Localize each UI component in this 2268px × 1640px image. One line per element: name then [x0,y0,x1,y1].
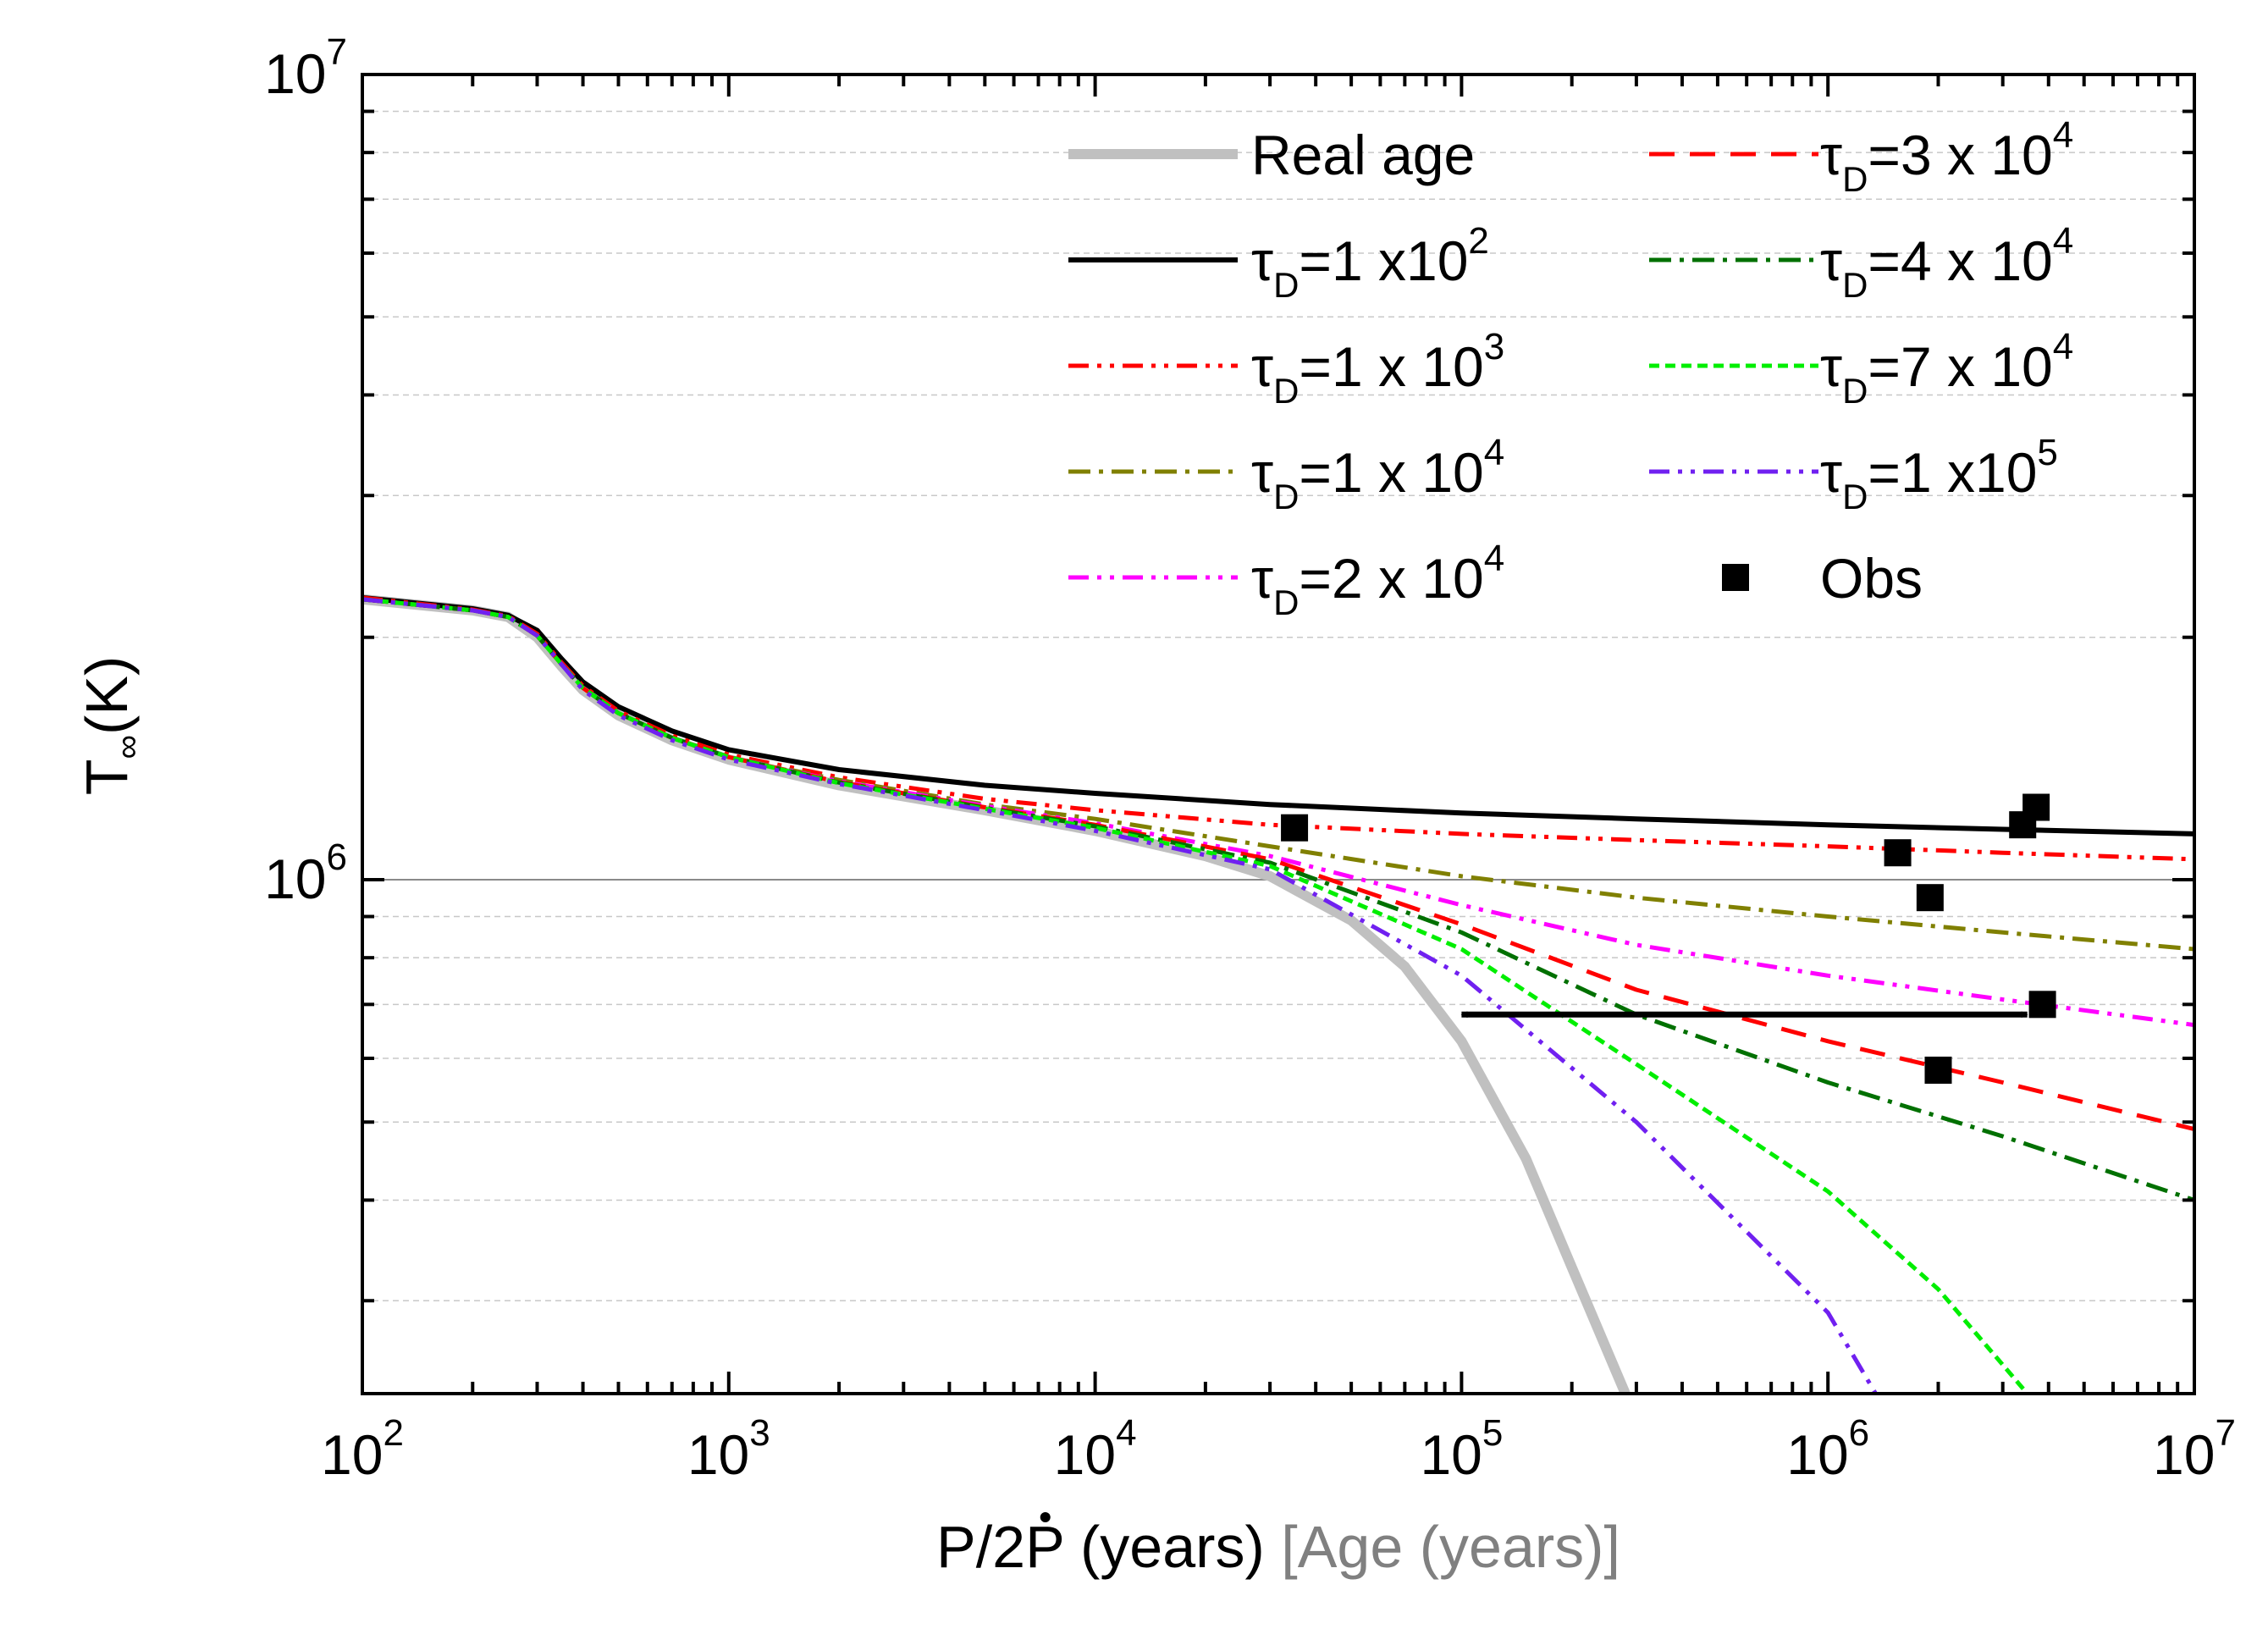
x-axis-secondary-label: [Age (years)] [1281,1514,1620,1580]
grid [362,74,2194,1302]
x-tick-label: 107 [2153,1412,2236,1486]
legend-entry: Real age [1068,124,1475,186]
plot-frame [361,73,2196,1395]
legend-obs-swatch [1722,564,1749,591]
legend-label: Real age [1251,124,1475,186]
y-tick-label: 106 [264,837,347,910]
obs-marker [1916,884,1944,912]
legend: Real age τD=1 x102 τD=1 x 103 τD=1 x 104 τD=… [1068,114,2073,622]
legend-label: τD=1 x105 [1820,432,2058,516]
y-axis-label: T∞(K) [74,656,146,796]
x-tick-label: 104 [1054,1412,1137,1486]
legend-entry: τD=1 x 103 [1068,326,1504,411]
x-tick-label: 106 [1786,1412,1869,1486]
legend-label: τD=2 x 104 [1251,538,1504,622]
obs-marker [2022,793,2050,821]
legend-label: τD=1 x 104 [1251,432,1504,516]
legend-label: Obs [1820,547,1923,610]
legend-entry: τD=4 x 104 [1649,220,2073,305]
series-line [362,597,1878,1394]
axes: 102 103 104 105 106 107 106 107 P/2P (years) [Ag… [74,31,2236,1580]
observation-points [1281,793,2056,1084]
legend-entry: τD=1 x102 [1068,220,1489,305]
x-tick-label: 103 [687,1412,770,1486]
series-line [362,597,2029,1394]
series-line [362,594,2194,837]
legend-entry: τD=1 x105 [1649,432,2058,516]
pdot-dot [1040,1512,1051,1522]
x-tick-label: 105 [1420,1412,1503,1486]
legend-entry: Obs [1722,547,1923,610]
legend-label: τD=1 x 103 [1251,326,1504,411]
legend-label: τD=4 x 104 [1820,220,2073,305]
obs-marker [2028,991,2056,1019]
legend-entry: τD=2 x 104 [1068,538,1504,622]
series-lines [362,594,2194,1394]
legend-entry: τD=1 x 104 [1068,432,1504,516]
x-tick-label: 102 [321,1412,404,1486]
legend-label: τD=1 x102 [1251,220,1489,305]
x-axis-label: P/2P (years) [Age (years)] [936,1514,1620,1580]
obs-marker [1924,1056,1952,1084]
legend-label: τD=3 x 104 [1820,114,2073,199]
legend-label: τD=7 x 104 [1820,326,2073,411]
legend-entry: τD=3 x 104 [1649,114,2073,199]
obs-marker [1281,814,1309,842]
obs-marker [1884,839,1912,867]
legend-entry: τD=7 x 104 [1649,326,2073,411]
pdot-symbol: P [1025,1514,1063,1580]
y-tick-label: 107 [264,31,347,105]
